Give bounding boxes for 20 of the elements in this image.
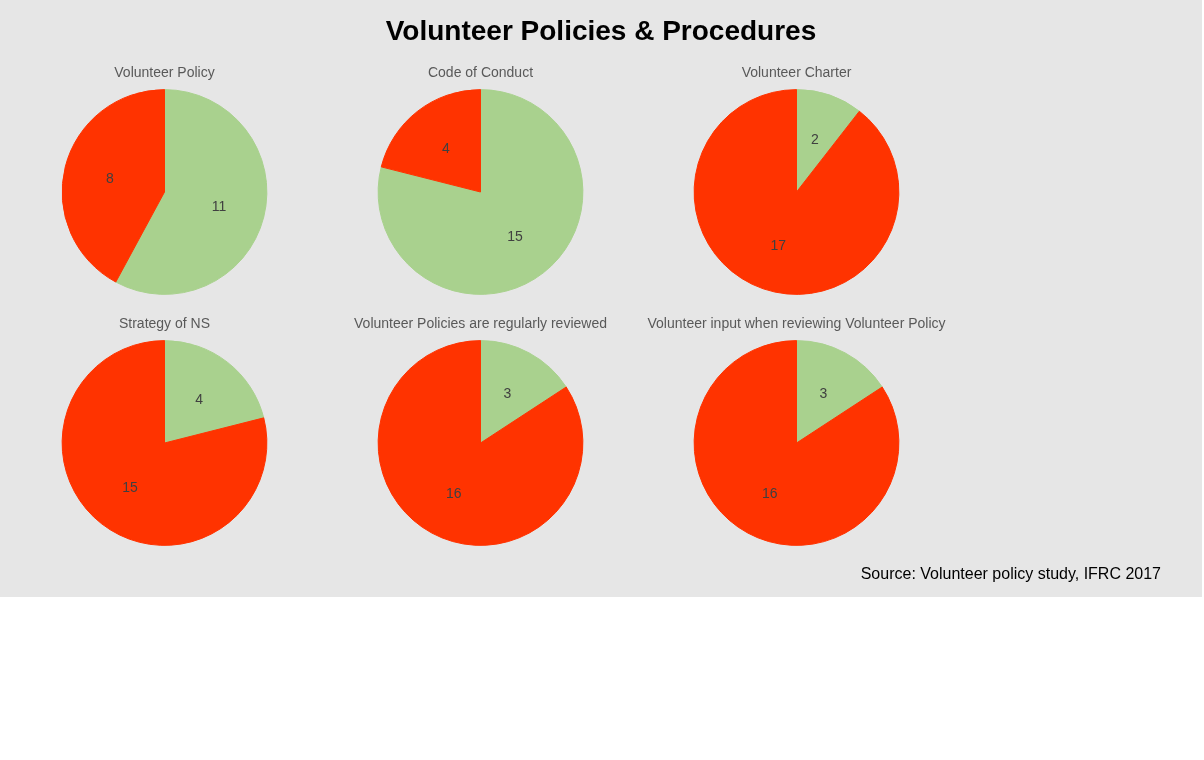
data-label: 4 <box>442 139 451 156</box>
data-label: 17 <box>770 237 787 254</box>
data-label: 16 <box>761 484 778 501</box>
chart-title: Volunteer Policies are regularly reviewed <box>354 314 607 331</box>
chart-title: Code of Conduct <box>427 63 534 80</box>
data-label: 15 <box>507 228 524 245</box>
chart-title: Volunteer Charter <box>741 63 852 80</box>
data-label: 15 <box>122 479 138 496</box>
data-label: 4 <box>195 390 204 407</box>
chart-title: Volunteer Policy <box>114 63 215 80</box>
data-label: 11 <box>211 197 227 214</box>
source-note: Source: Volunteer policy study, IFRC 2017 <box>860 564 1161 584</box>
data-label: 2 <box>810 130 819 147</box>
data-label: 8 <box>106 170 115 187</box>
chart-title: Strategy of NS <box>118 314 211 331</box>
data-label: 16 <box>445 484 462 501</box>
data-label: 3 <box>819 385 828 402</box>
text: Volunteer Policies & Procedures <box>385 14 817 48</box>
data-label: 3 <box>503 385 512 402</box>
chart-title: Volunteer input when reviewing Volunteer Policy <box>647 314 946 331</box>
